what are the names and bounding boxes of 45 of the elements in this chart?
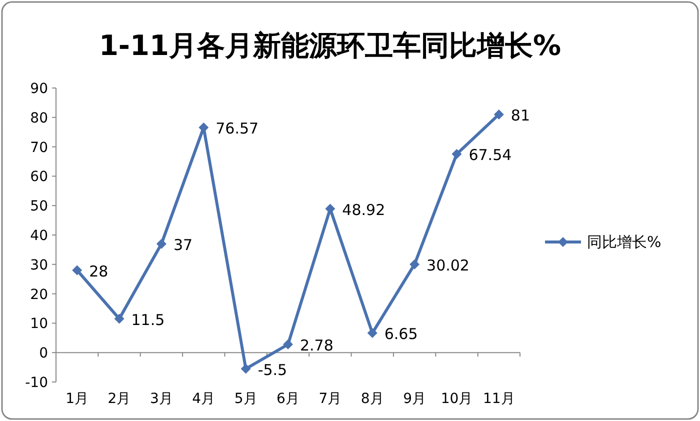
x-tick-label: 4月 bbox=[192, 391, 216, 407]
y-tick-label: 60 bbox=[30, 169, 48, 186]
x-tick-label: 10月 bbox=[440, 391, 473, 407]
legend-label: 同比增长% bbox=[587, 233, 662, 251]
y-tick-label: 70 bbox=[30, 140, 48, 156]
data-label: 6.65 bbox=[384, 325, 418, 344]
point bbox=[156, 238, 166, 249]
x-tick-label: 11月 bbox=[482, 391, 515, 407]
x-tick-label: 9月 bbox=[403, 391, 426, 407]
data-label: 11.5 bbox=[131, 310, 165, 329]
y-tick-label: 80 bbox=[30, 110, 48, 126]
y-tick-label: 30 bbox=[30, 257, 48, 274]
data-label: -5.5 bbox=[258, 360, 288, 379]
point bbox=[72, 265, 82, 276]
point bbox=[410, 259, 420, 270]
x-tick-label: 2月 bbox=[108, 391, 131, 407]
point bbox=[114, 314, 124, 324]
point bbox=[494, 109, 504, 120]
y-tick-label: 90 bbox=[30, 81, 48, 97]
y-tick-label: 50 bbox=[30, 198, 48, 215]
data-label: 76.57 bbox=[216, 119, 259, 138]
chart-title: 1-11月各月新能源环卫车同比增长% bbox=[98, 29, 562, 62]
point bbox=[240, 364, 251, 374]
data-label: 2.78 bbox=[300, 336, 334, 354]
x-tick-label: 5月 bbox=[234, 391, 258, 407]
point bbox=[367, 328, 378, 338]
point bbox=[325, 204, 336, 214]
x-tick-label: 1月 bbox=[66, 391, 89, 407]
x-tick-label: 7月 bbox=[318, 391, 342, 407]
data-label: 37 bbox=[173, 236, 193, 254]
data-label: 30.02 bbox=[426, 256, 470, 274]
y-tick-label: -10 bbox=[25, 375, 48, 391]
point bbox=[452, 149, 462, 160]
point bbox=[283, 339, 293, 350]
x-tick-label: 3月 bbox=[150, 391, 173, 407]
data-label: 48.92 bbox=[342, 200, 386, 219]
x-tick-label: 8月 bbox=[360, 391, 384, 407]
y-tick-label: 0 bbox=[39, 346, 48, 362]
y-tick-label: 10 bbox=[30, 316, 48, 332]
x-tick-label: 6月 bbox=[276, 391, 300, 407]
data-label: 81 bbox=[510, 106, 530, 124]
y-tick-label: 40 bbox=[30, 228, 48, 244]
data-label: 67.54 bbox=[468, 146, 512, 164]
y-tick-label: 20 bbox=[30, 286, 48, 303]
data-label: 28 bbox=[89, 262, 108, 280]
